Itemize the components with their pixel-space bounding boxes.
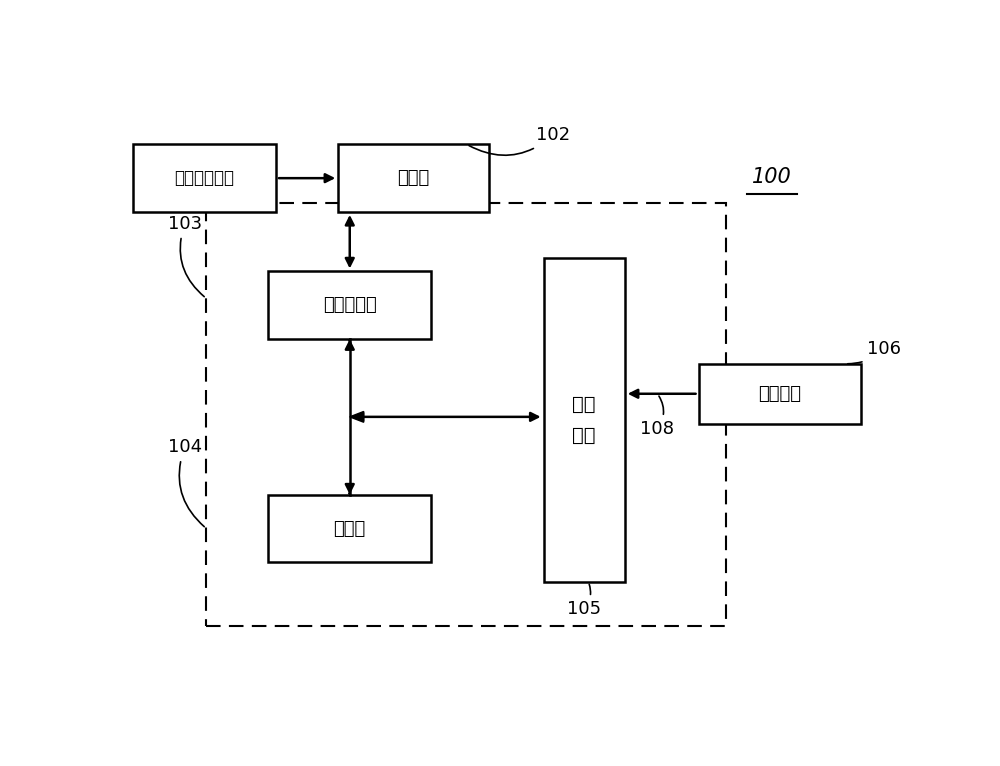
- Text: 存储控制器: 存储控制器: [323, 296, 377, 314]
- Text: 存储器: 存储器: [398, 169, 430, 187]
- FancyBboxPatch shape: [133, 144, 276, 212]
- Text: 105: 105: [567, 584, 601, 618]
- Text: 100: 100: [752, 168, 792, 188]
- Text: 108: 108: [640, 396, 674, 438]
- Polygon shape: [350, 411, 364, 422]
- Text: 104: 104: [168, 438, 204, 527]
- Text: 处理器: 处理器: [334, 519, 366, 538]
- Text: 106: 106: [848, 341, 901, 364]
- FancyBboxPatch shape: [206, 203, 726, 627]
- Text: 射频模块: 射频模块: [758, 385, 801, 403]
- FancyBboxPatch shape: [268, 271, 431, 339]
- FancyBboxPatch shape: [338, 144, 489, 212]
- Text: 102: 102: [469, 126, 570, 155]
- FancyBboxPatch shape: [268, 495, 431, 562]
- Text: 跨服匹配装置: 跨服匹配装置: [174, 169, 234, 187]
- FancyBboxPatch shape: [544, 258, 625, 581]
- FancyBboxPatch shape: [698, 364, 861, 424]
- Text: 103: 103: [168, 215, 204, 296]
- Text: 外设
接口: 外设 接口: [572, 395, 596, 445]
